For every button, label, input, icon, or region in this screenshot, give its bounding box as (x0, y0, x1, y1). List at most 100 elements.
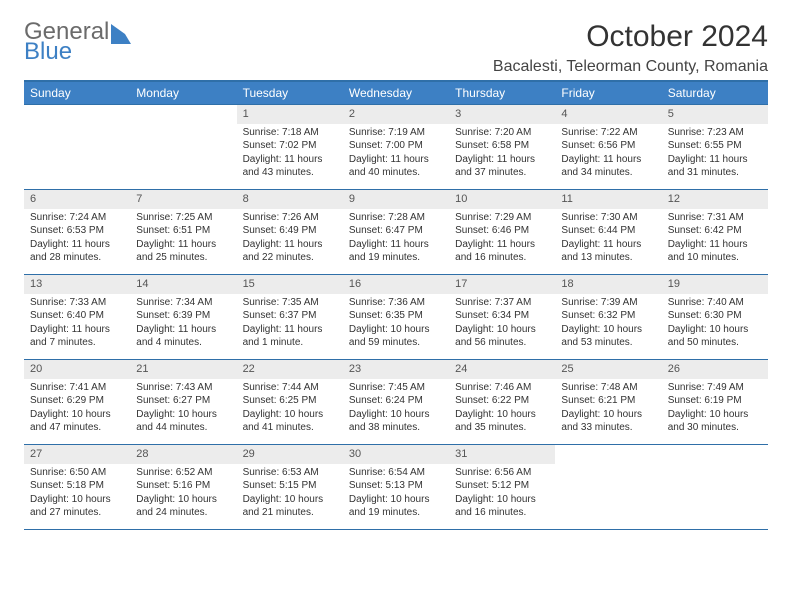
day-number: 7 (130, 190, 236, 209)
sunrise-line: Sunrise: 6:53 AM (243, 466, 337, 480)
day-number: 4 (555, 105, 661, 124)
day-cell: 7Sunrise: 7:25 AMSunset: 6:51 PMDaylight… (130, 190, 236, 274)
day-body: Sunrise: 7:29 AMSunset: 6:46 PMDaylight:… (449, 209, 555, 271)
day-number: 18 (555, 275, 661, 294)
day-cell: 14Sunrise: 7:34 AMSunset: 6:39 PMDayligh… (130, 275, 236, 359)
sunrise-line: Sunrise: 7:20 AM (455, 126, 549, 140)
day-number: 21 (130, 360, 236, 379)
sunrise-line: Sunrise: 7:18 AM (243, 126, 337, 140)
sunset-line: Sunset: 6:46 PM (455, 224, 549, 238)
day-body: Sunrise: 7:41 AMSunset: 6:29 PMDaylight:… (24, 379, 130, 441)
day-number: 3 (449, 105, 555, 124)
day-cell: 4Sunrise: 7:22 AMSunset: 6:56 PMDaylight… (555, 105, 661, 189)
day-body: Sunrise: 7:26 AMSunset: 6:49 PMDaylight:… (237, 209, 343, 271)
sunrise-line: Sunrise: 7:43 AM (136, 381, 230, 395)
sunset-line: Sunset: 6:32 PM (561, 309, 655, 323)
sunset-line: Sunset: 6:22 PM (455, 394, 549, 408)
day-cell: 11Sunrise: 7:30 AMSunset: 6:44 PMDayligh… (555, 190, 661, 274)
day-cell: 12Sunrise: 7:31 AMSunset: 6:42 PMDayligh… (662, 190, 768, 274)
daylight-line: Daylight: 11 hours and 40 minutes. (349, 153, 443, 180)
day-number: 6 (24, 190, 130, 209)
sunset-line: Sunset: 7:00 PM (349, 139, 443, 153)
day-cell: 24 Sunrise: 7:46 AMSunset: 6:22 PMDayligh… (449, 360, 555, 444)
daylight-line: Daylight: 10 hours and 35 minutes. (455, 408, 549, 435)
day-number: 24 (449, 360, 555, 379)
sunset-line: Sunset: 7:02 PM (243, 139, 337, 153)
sunset-line: Sunset: 6:30 PM (668, 309, 762, 323)
day-cell (130, 105, 236, 189)
sunset-line: Sunset: 6:25 PM (243, 394, 337, 408)
daylight-line: Daylight: 11 hours and 19 minutes. (349, 238, 443, 265)
day-body: Sunrise: 6:52 AMSunset: 5:16 PMDaylight:… (130, 464, 236, 526)
day-body: Sunrise: 7:48 AMSunset: 6:21 PMDaylight:… (555, 379, 661, 441)
day-number: 11 (555, 190, 661, 209)
day-body: Sunrise: 7:31 AMSunset: 6:42 PMDaylight:… (662, 209, 768, 271)
day-body: Sunrise: 7:19 AMSunset: 7:00 PMDaylight:… (343, 124, 449, 186)
day-body (662, 464, 768, 472)
sunset-line: Sunset: 6:53 PM (30, 224, 124, 238)
day-body: Sunrise: 7:23 AMSunset: 6:55 PMDaylight:… (662, 124, 768, 186)
day-cell: 31Sunrise: 6:56 AMSunset: 5:12 PMDayligh… (449, 445, 555, 529)
sunrise-line: Sunrise: 7:31 AM (668, 211, 762, 225)
day-number: 13 (24, 275, 130, 294)
day-number: 17 (449, 275, 555, 294)
day-body: Sunrise: 7:43 AMSunset: 6:27 PMDaylight:… (130, 379, 236, 441)
calendar-bottom-border (24, 529, 768, 530)
daylight-line: Daylight: 11 hours and 28 minutes. (30, 238, 124, 265)
daylight-line: Daylight: 10 hours and 33 minutes. (561, 408, 655, 435)
sunrise-line: Sunrise: 7:29 AM (455, 211, 549, 225)
daylight-line: Daylight: 10 hours and 24 minutes. (136, 493, 230, 520)
sunrise-line: Sunrise: 6:54 AM (349, 466, 443, 480)
day-cell: 1Sunrise: 7:18 AMSunset: 7:02 PMDaylight… (237, 105, 343, 189)
day-number: 27 (24, 445, 130, 464)
day-body: Sunrise: 7:20 AMSunset: 6:58 PMDaylight:… (449, 124, 555, 186)
day-body: Sunrise: 7:45 AMSunset: 6:24 PMDaylight:… (343, 379, 449, 441)
day-body: Sunrise: 7:49 AMSunset: 6:19 PMDaylight:… (662, 379, 768, 441)
sunrise-line: Sunrise: 7:39 AM (561, 296, 655, 310)
week-row: 1Sunrise: 7:18 AMSunset: 7:02 PMDaylight… (24, 104, 768, 189)
day-cell (555, 445, 661, 529)
day-cell: 8Sunrise: 7:26 AMSunset: 6:49 PMDaylight… (237, 190, 343, 274)
location-subtitle: Bacalesti, Teleorman County, Romania (493, 58, 768, 76)
sunrise-line: Sunrise: 7:26 AM (243, 211, 337, 225)
weekday-header: Friday (555, 82, 661, 104)
sunset-line: Sunset: 6:24 PM (349, 394, 443, 408)
sunset-line: Sunset: 5:18 PM (30, 479, 124, 493)
daylight-line: Daylight: 10 hours and 59 minutes. (349, 323, 443, 350)
sunrise-line: Sunrise: 7:19 AM (349, 126, 443, 140)
day-body: Sunrise: 7:25 AMSunset: 6:51 PMDaylight:… (130, 209, 236, 271)
daylight-line: Daylight: 10 hours and 27 minutes. (30, 493, 124, 520)
day-number (130, 105, 236, 124)
sunset-line: Sunset: 6:37 PM (243, 309, 337, 323)
daylight-line: Daylight: 10 hours and 38 minutes. (349, 408, 443, 435)
sunrise-line: Sunrise: 7:46 AM (455, 381, 549, 395)
sunset-line: Sunset: 5:12 PM (455, 479, 549, 493)
page-header: General Blue October 2024 Bacalesti, Tel… (24, 20, 768, 76)
day-body: Sunrise: 7:44 AMSunset: 6:25 PMDaylight:… (237, 379, 343, 441)
day-number: 9 (343, 190, 449, 209)
daylight-line: Daylight: 10 hours and 53 minutes. (561, 323, 655, 350)
daylight-line: Daylight: 11 hours and 7 minutes. (30, 323, 124, 350)
day-cell: 20Sunrise: 7:41 AMSunset: 6:29 PMDayligh… (24, 360, 130, 444)
logo-text: General Blue (24, 20, 131, 64)
daylight-line: Daylight: 11 hours and 22 minutes. (243, 238, 337, 265)
day-number: 14 (130, 275, 236, 294)
title-block: October 2024 Bacalesti, Teleorman County… (493, 20, 768, 76)
weekday-header-row: SundayMondayTuesdayWednesdayThursdayFrid… (24, 82, 768, 104)
day-cell: 30Sunrise: 6:54 AMSunset: 5:13 PMDayligh… (343, 445, 449, 529)
sunrise-line: Sunrise: 7:41 AM (30, 381, 124, 395)
daylight-line: Daylight: 10 hours and 21 minutes. (243, 493, 337, 520)
day-cell: 21Sunrise: 7:43 AMSunset: 6:27 PMDayligh… (130, 360, 236, 444)
weekday-header: Monday (130, 82, 236, 104)
sunset-line: Sunset: 5:13 PM (349, 479, 443, 493)
day-number: 29 (237, 445, 343, 464)
day-cell: 9Sunrise: 7:28 AMSunset: 6:47 PMDaylight… (343, 190, 449, 274)
daylight-line: Daylight: 10 hours and 47 minutes. (30, 408, 124, 435)
day-number (662, 445, 768, 464)
day-number: 23 (343, 360, 449, 379)
day-cell: 16Sunrise: 7:36 AMSunset: 6:35 PMDayligh… (343, 275, 449, 359)
week-row: 13Sunrise: 7:33 AMSunset: 6:40 PMDayligh… (24, 274, 768, 359)
day-body: Sunrise: 6:50 AMSunset: 5:18 PMDaylight:… (24, 464, 130, 526)
sunset-line: Sunset: 6:34 PM (455, 309, 549, 323)
day-number (555, 445, 661, 464)
